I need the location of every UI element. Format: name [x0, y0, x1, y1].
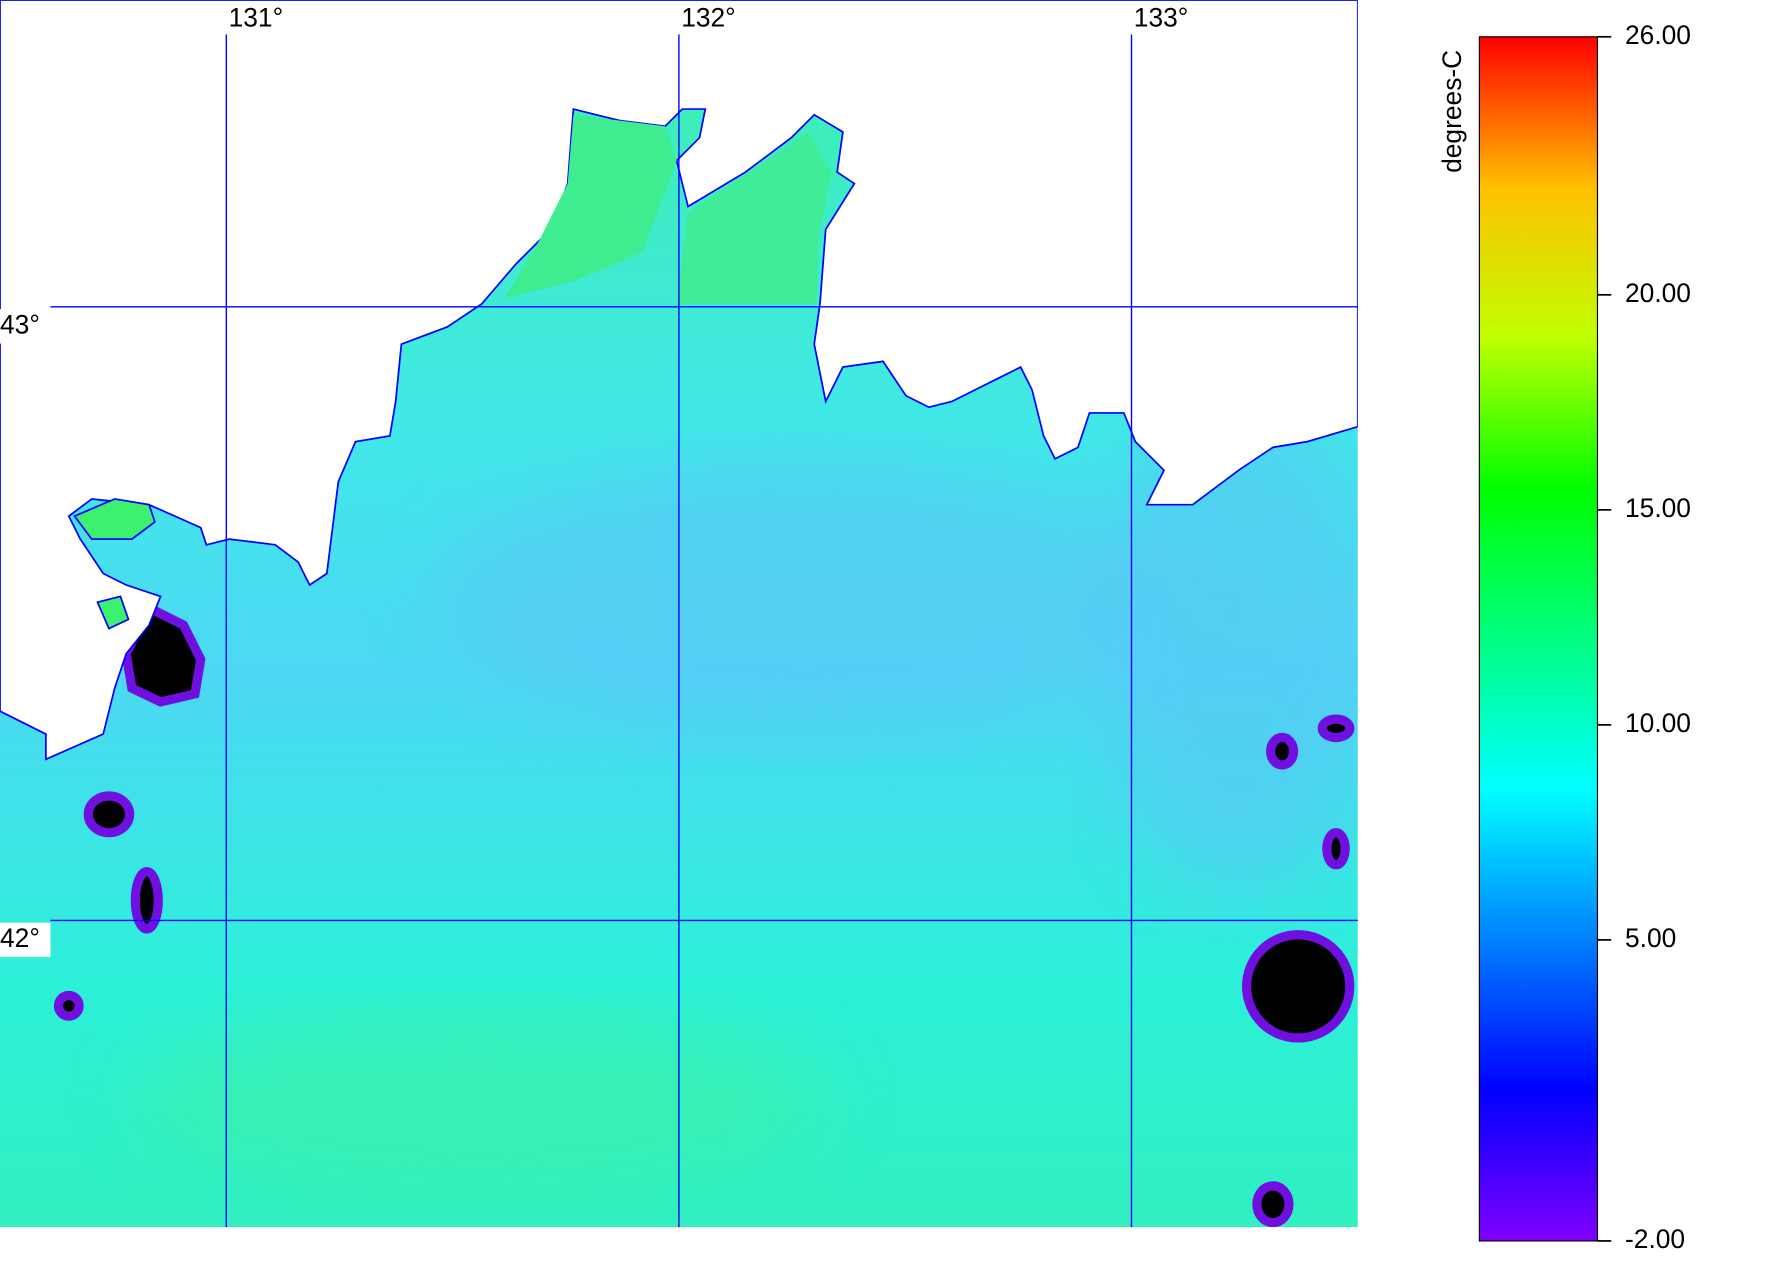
- colorbar-tick-label: -2.00: [1625, 1224, 1685, 1254]
- cool-water: [1100, 390, 1358, 895]
- colorbar-label: degrees-C: [1437, 50, 1467, 173]
- warm-water: [137, 1009, 826, 1193]
- colorbar-tick-label: 5.00: [1625, 923, 1676, 953]
- x-tick-label: 133°: [1134, 3, 1189, 33]
- y-tick-label: 43°: [0, 309, 40, 339]
- colorbar-tick-label: 26.00: [1625, 20, 1691, 50]
- y-tick-label: 42°: [0, 923, 40, 953]
- colorbar-tick-label: 20.00: [1625, 278, 1691, 308]
- label-background: [0, 922, 51, 958]
- colorbar: [1478, 36, 1599, 1242]
- colorbar-tick-label: 15.00: [1625, 493, 1691, 523]
- island: [73, 498, 156, 540]
- map-image: [0, 0, 1358, 1228]
- colorbar-tick-label: 10.00: [1625, 708, 1691, 738]
- x-tick-label: 132°: [681, 3, 736, 33]
- island: [96, 595, 130, 630]
- cool-water: [435, 458, 1170, 735]
- label-background: [0, 309, 51, 344]
- bay-water: [504, 114, 677, 299]
- bay-water: [676, 131, 832, 305]
- x-tick-label: 131°: [229, 3, 284, 33]
